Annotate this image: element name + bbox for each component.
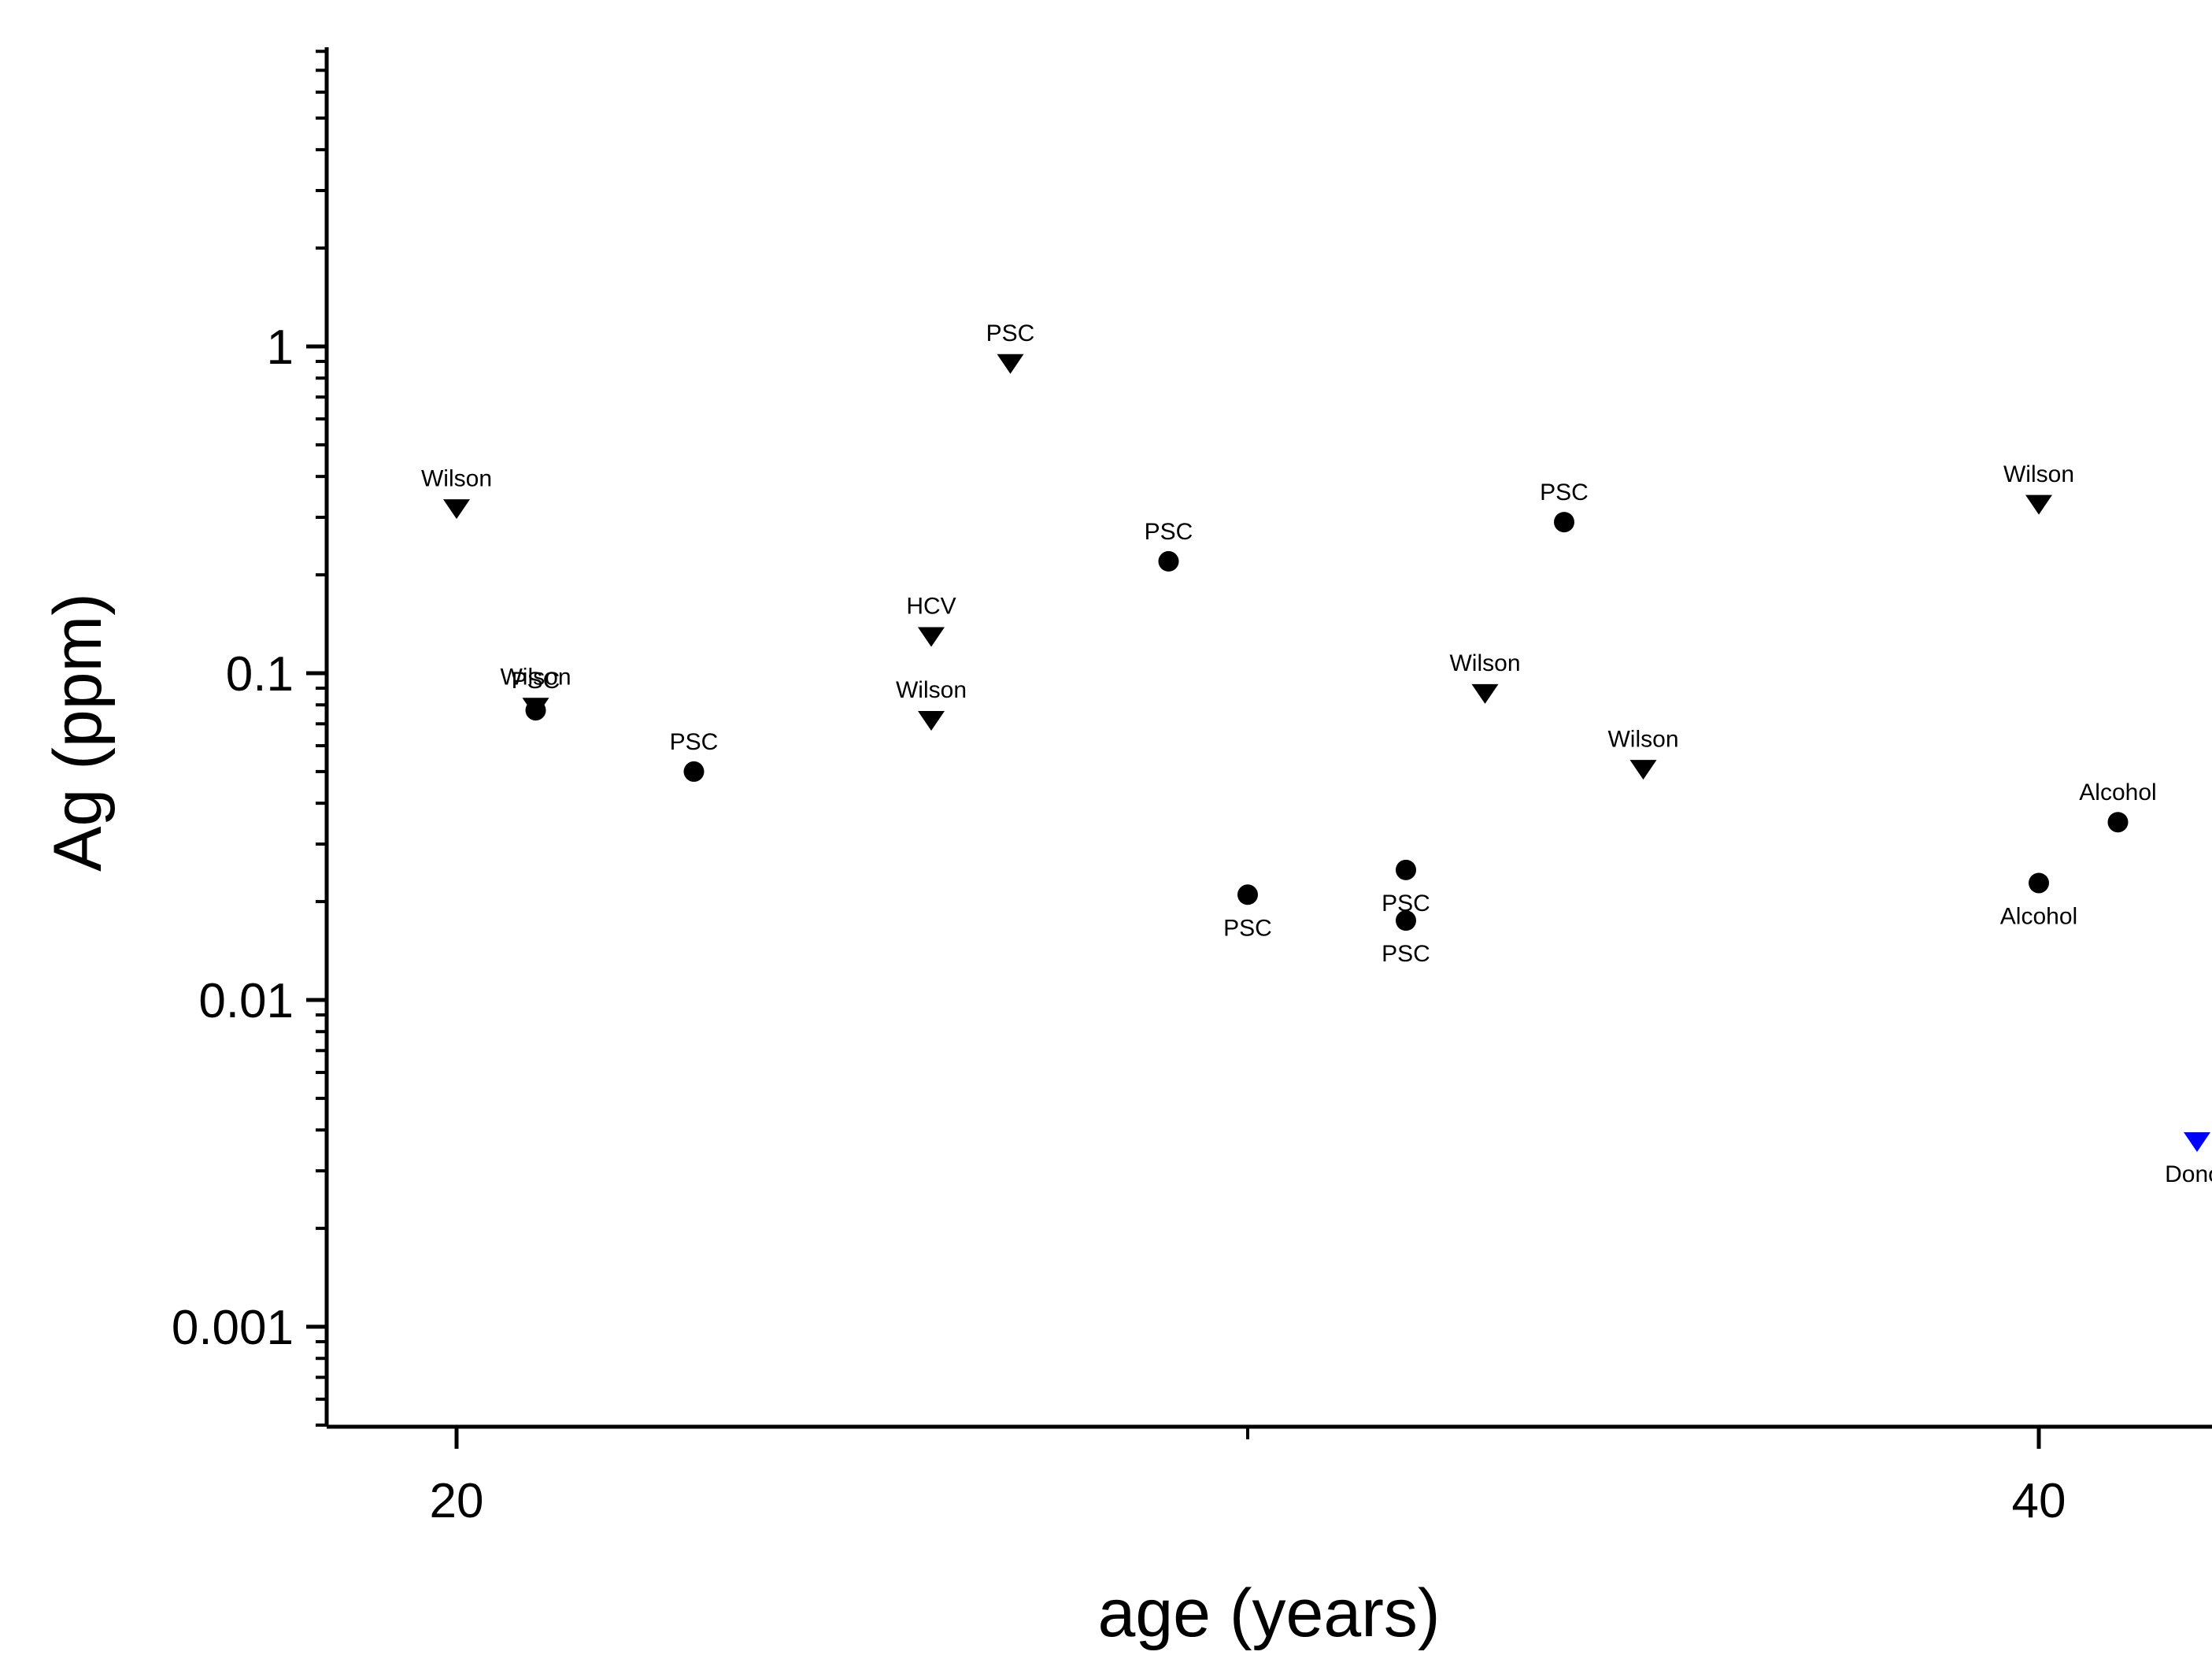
data-point-label: Wilson (421, 465, 492, 491)
data-point-label: PSC (1223, 915, 1272, 941)
x-tick-label: 20 (430, 1474, 484, 1528)
data-point-circle (1554, 512, 1574, 533)
y-tick-label: 0.1 (226, 647, 294, 702)
x-axis-title: age (years) (1098, 1576, 1441, 1651)
data-point-label: Wilson (1449, 650, 1520, 676)
data-point-label: Wilson (2003, 461, 2074, 487)
axes (324, 47, 2212, 1429)
data-point-circle (525, 700, 546, 721)
data-point-label: PSC (512, 668, 560, 694)
y-tick-label: 0.01 (198, 974, 294, 1028)
data-point-triangle (443, 499, 470, 520)
y-axis-title: Ag (ppm) (40, 593, 116, 872)
point-labels: WilsonWilsonPSCPSCHCVWilsonPSCPSCPSCPSCP… (421, 320, 2212, 1187)
data-point-circle (1396, 859, 1416, 880)
data-point-triangle (1629, 760, 1657, 780)
y-tick-label: 0.001 (172, 1301, 294, 1355)
data-point-label: PSC (986, 320, 1035, 346)
data-point-label: Donor (2165, 1161, 2212, 1187)
data-point-triangle (918, 627, 945, 647)
data-point-triangle (2184, 1131, 2210, 1152)
data-points (443, 354, 2210, 1152)
y-tick-label: 1 (267, 320, 294, 375)
y-ticks: 0.001 0.01 0.1 1 (172, 50, 327, 1427)
data-point-triangle (2025, 494, 2052, 515)
data-point-label: PSC (670, 729, 719, 755)
data-point-triangle (997, 354, 1024, 374)
data-point-label: Alcohol (2079, 780, 2156, 805)
x-tick-label: 40 (2012, 1474, 2066, 1528)
data-point-label: Wilson (896, 677, 967, 703)
data-point-label: PSC (1382, 941, 1430, 967)
data-point-circle (2029, 872, 2049, 894)
data-point-label: PSC (1145, 519, 1193, 545)
data-point-label: PSC (1540, 480, 1589, 505)
data-point-circle (1237, 884, 1258, 905)
x-ticks: 204060 (430, 1427, 2066, 1528)
data-point-circle (2107, 812, 2129, 833)
data-point-circle (683, 761, 705, 782)
data-point-triangle (918, 710, 945, 731)
data-point-triangle (1471, 683, 1499, 704)
data-point-label: Wilson (1607, 726, 1678, 752)
data-point-label: Wilson (500, 664, 571, 690)
data-point-circle (1396, 910, 1416, 931)
data-point-label: HCV (906, 594, 956, 620)
data-point-label: Alcohol (2000, 903, 2077, 929)
data-point-label: PSC (1382, 891, 1430, 917)
data-point-circle (1158, 550, 1179, 572)
